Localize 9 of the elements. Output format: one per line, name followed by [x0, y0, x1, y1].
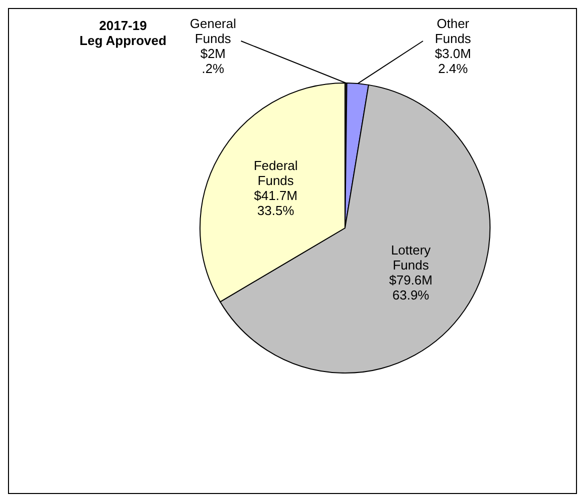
slice-label: Lottery Funds	[390, 242, 432, 273]
data-label: $79.6M 63.9%	[389, 272, 433, 303]
text: 2017-19 Leg Approved	[80, 18, 167, 48]
data-label: $3.0M 2.4%	[434, 46, 472, 76]
data-label: $41.7M 33.5%	[254, 188, 298, 218]
slice-label: Other Funds	[434, 16, 472, 46]
slice-label: Federal Funds	[254, 158, 298, 188]
data-label: $2M .2%	[200, 46, 226, 76]
slice-label: General Funds	[190, 16, 236, 46]
